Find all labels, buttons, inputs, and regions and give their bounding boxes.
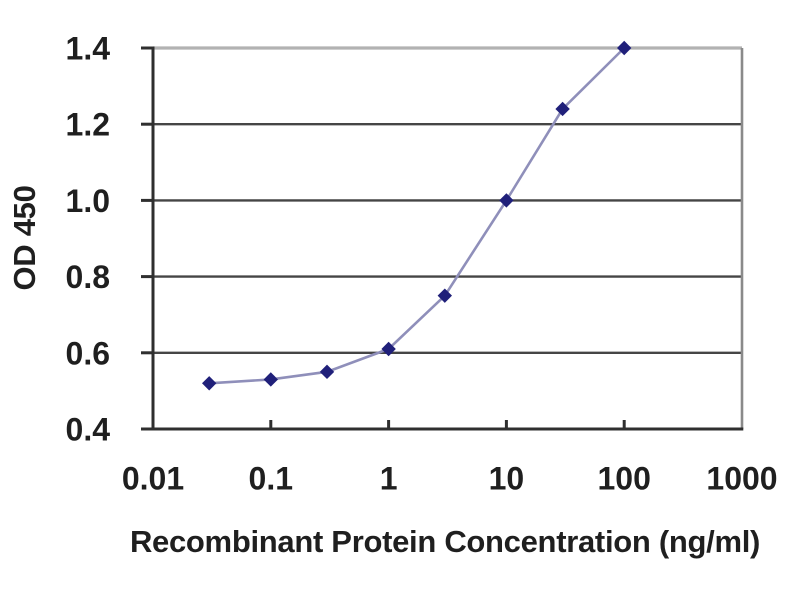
- y-tick-label: 1.2: [66, 107, 110, 143]
- y-tick-label: 0.4: [66, 412, 111, 448]
- data-point-marker: [381, 341, 396, 357]
- x-axis-title: Recombinant Protein Concentration (ng/ml…: [129, 524, 761, 559]
- data-point-marker: [263, 372, 278, 387]
- y-tick-label: 1.0: [66, 183, 110, 219]
- x-tick-label: 1000: [706, 461, 777, 497]
- data-point-markers: [202, 40, 632, 391]
- y-gridlines: [153, 46, 742, 354]
- x-tick-label: 0.1: [249, 461, 293, 497]
- tick-marks: [141, 46, 626, 431]
- y-tick-label: 0.6: [66, 335, 110, 371]
- data-point-marker: [319, 364, 335, 380]
- y-axis-title: OD 450: [7, 185, 42, 291]
- y-tick-labels: 0.4 0.6 0.8 1.0 1.2 1.4: [66, 31, 111, 448]
- data-point-marker: [499, 193, 514, 208]
- data-line: [209, 47, 626, 385]
- y-tick-label: 1.4: [66, 31, 111, 67]
- y-tick-label: 0.8: [66, 259, 110, 295]
- data-point-marker: [202, 376, 217, 391]
- x-tick-labels: 0.01 0.1 1 10 100 1000: [122, 461, 778, 497]
- x-tick-label: 100: [598, 461, 651, 497]
- data-point-marker: [617, 40, 632, 56]
- data-point-marker: [437, 288, 453, 303]
- data-point-marker: [555, 101, 570, 117]
- x-tick-label: 0.01: [122, 461, 184, 497]
- x-tick-label: 10: [489, 461, 525, 497]
- x-tick-label: 1: [380, 461, 398, 497]
